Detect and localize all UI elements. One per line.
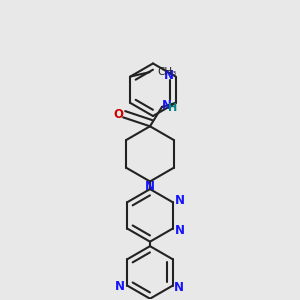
Text: O: O [113, 108, 123, 122]
Text: N: N [115, 280, 125, 293]
Text: N: N [175, 194, 185, 207]
Text: CH₃: CH₃ [157, 67, 176, 76]
Text: N: N [174, 280, 184, 294]
Text: N: N [175, 224, 185, 236]
Text: H: H [168, 103, 177, 113]
Text: N: N [162, 99, 172, 112]
Text: N: N [164, 69, 174, 82]
Text: N: N [145, 180, 155, 193]
